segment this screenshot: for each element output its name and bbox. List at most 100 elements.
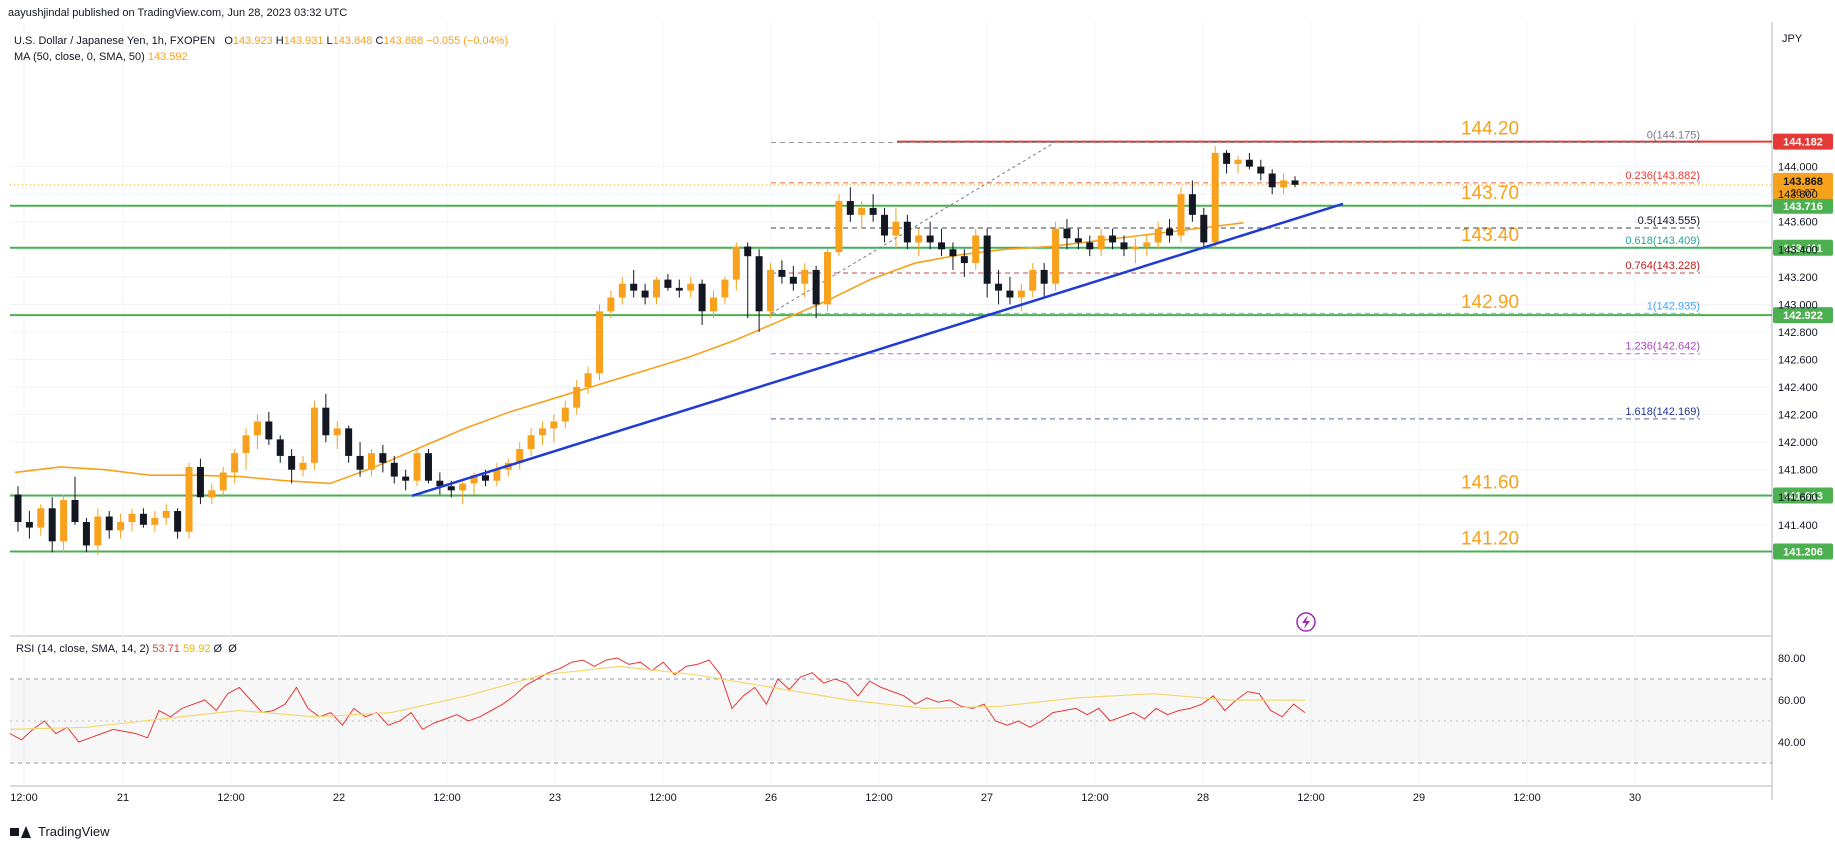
candle-body [117,522,125,531]
candle [892,207,900,250]
ohlc-close: 143.868 [383,35,424,47]
rsi-legend[interactable]: RSI (14, close, SMA, 14, 2) 53.71 59.92 … [16,643,237,655]
candle [881,207,889,243]
level-price-tag [1773,197,1833,214]
candle-body [938,242,946,250]
tradingview-footer[interactable]: TradingView [10,824,110,839]
candle-body [242,435,250,454]
candle-body [687,283,695,291]
rsi-ma-value: 59.92 [182,643,211,655]
candle-body [550,421,558,429]
level-price-tag-text: 143.411 [1783,243,1822,255]
fibonacci-retracement: 0(144.175) 0.236(143.882) 0.5(143.555) 0.61… [770,130,1700,420]
fib-level-label: 1.236(142.642) [1625,341,1700,353]
current-price-tag [1773,172,1833,199]
candle [424,449,432,484]
candle [1040,263,1048,298]
price-tick-label: 142.800 [1778,327,1818,339]
candle [459,480,467,505]
candle [242,428,250,470]
level-label: 144.20 [1461,119,1519,140]
time-tick-label: 29 [1413,792,1425,804]
candle-body [630,283,638,291]
candle-body [1017,290,1025,298]
time-tick-label: 12:00 [865,792,893,804]
candle-body [710,297,718,312]
candle [14,486,22,532]
candle-body [1074,238,1082,243]
candle [105,511,113,539]
current-price-text: 143.868 [1783,176,1823,188]
candle [1291,176,1299,188]
candle [595,304,603,381]
candle-body [641,290,649,298]
time-tick-label: 28 [1197,792,1209,804]
candle-body [1166,228,1174,236]
level-price-tag [1773,307,1833,324]
candle-body [196,466,204,498]
candle-body [538,428,546,436]
price-tick-label: 142.400 [1778,382,1818,394]
candle-body [881,214,889,236]
candle-body [356,455,364,470]
candle [755,249,763,332]
candle [1074,228,1082,250]
candle [117,513,125,539]
rsi-tick-label: 40.00 [1778,737,1806,749]
candle [276,435,284,463]
currency-text: JPY [1782,33,1803,45]
level-label: 141.60 [1461,472,1519,493]
candle-body [1245,159,1253,167]
rsi-tick-label: 80.00 [1778,653,1806,665]
symbol-name: U.S. Dollar / Japanese Yen, 1h, FXOPEN [14,35,216,47]
candle-body [1200,214,1208,243]
candle-body [139,513,147,525]
candle [1211,145,1219,250]
candle [162,504,170,525]
candle [801,263,809,298]
fib-level-label: 0.5(143.555) [1638,215,1700,227]
candle-body [903,221,911,243]
candle [938,228,946,257]
candle-body [1063,228,1071,239]
candle-body [995,283,1003,291]
publisher-line: aayushjindal published on TradingView.co… [8,7,347,19]
candle-body [732,246,740,280]
candle [1200,207,1208,250]
candle [538,421,546,445]
ma-legend[interactable]: MA (50, close, 0, SMA, 50) 143.592 [14,51,188,63]
candle [310,400,318,470]
candle [1166,218,1174,243]
candle-body [231,453,239,473]
candle [641,283,649,305]
price-tick-label: 143.000 [1778,299,1818,311]
ma-value: 143.592 [147,51,188,63]
level-price-tag-text: 144.182 [1783,137,1823,149]
candle-body [333,428,341,436]
candle-body [174,511,182,532]
candle [1280,173,1288,195]
moving-average [14,222,1244,485]
candle [493,462,501,487]
level-label: 143.70 [1461,183,1519,204]
candle [846,187,854,222]
candle-body [721,279,729,298]
candle [94,508,102,556]
candle [995,269,1003,305]
fib-level-label: 0(144.175) [1647,130,1700,142]
rsi-value: 53.71 [152,643,180,655]
candle-body [835,201,843,253]
candle-body [1154,228,1162,243]
footer-brand: TradingView [38,824,110,839]
candle [345,425,353,463]
price-tick-label: 143.200 [1778,272,1818,284]
candle-body [812,269,820,305]
candle-body [265,421,273,440]
candle-body [607,297,615,312]
tradingview-logo-icon [10,825,32,838]
candle-body [1268,173,1276,188]
candle [835,194,843,257]
candle-body [767,269,775,312]
candle [219,466,227,498]
